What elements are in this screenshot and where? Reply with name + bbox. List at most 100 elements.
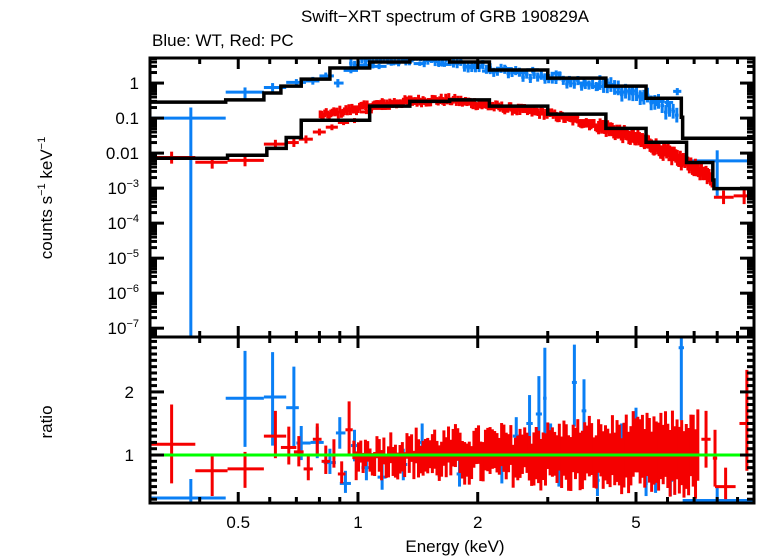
ratio-point-pc xyxy=(610,415,614,476)
spectrum-panel xyxy=(150,58,754,337)
ratio-point-pc xyxy=(627,431,631,494)
ratio-data-layer xyxy=(150,338,754,503)
ratio-point-pc xyxy=(417,439,421,478)
data-point-pc xyxy=(312,128,326,136)
ratio-point-pc xyxy=(583,422,587,481)
ratio-point-pc xyxy=(437,445,441,481)
ratio-frame xyxy=(148,335,756,505)
ratio-point-pc xyxy=(613,432,617,486)
ratio-point-pc xyxy=(523,427,527,468)
ratio-point-pc xyxy=(440,441,444,477)
ratio-point-pc xyxy=(366,441,370,462)
ratio-point-pc xyxy=(555,435,559,483)
ratio-point-pc xyxy=(659,412,663,480)
x-tick-label: 5 xyxy=(631,513,640,532)
model-curve-pc-model xyxy=(150,98,754,191)
ratio-point-pc xyxy=(451,428,455,467)
svg-text:counts s−1 keV−1: counts s−1 keV−1 xyxy=(36,137,56,259)
ratio-point-pc xyxy=(594,435,598,489)
ratio-ylabel-group: ratio xyxy=(37,405,56,438)
ratio-point-pc xyxy=(442,430,446,466)
ratio-point-pc xyxy=(321,445,330,474)
ratio-point-pc xyxy=(421,440,425,476)
ratio-point-pc xyxy=(227,451,264,488)
ratio-point-pc xyxy=(433,429,437,469)
ratio-point-pc xyxy=(573,427,577,480)
ratio-point-pc xyxy=(608,433,612,488)
ratio-point-pc xyxy=(474,427,478,465)
ratio-point-pc xyxy=(534,426,538,480)
ratio-point-wt xyxy=(543,347,547,449)
ratio-point-pc xyxy=(470,446,474,480)
ratio-point-pc xyxy=(458,432,462,474)
ratio-point-pc xyxy=(312,423,322,456)
ratio-point-pc xyxy=(444,437,448,478)
ratio-point-pc xyxy=(548,430,552,476)
ratio-point-pc xyxy=(396,452,400,480)
ratio-point-pc xyxy=(645,412,649,477)
ratio-point-pc xyxy=(634,418,638,473)
ratio-point-pc xyxy=(687,428,691,496)
y-tick-label: 10−4 xyxy=(108,213,139,233)
y-tick-label: 10−7 xyxy=(108,318,139,338)
ratio-point-pc xyxy=(567,435,571,491)
y-tick-label: 10−5 xyxy=(108,248,139,268)
ratio-point-pc xyxy=(370,453,374,476)
x-axis-label: Energy (keV) xyxy=(405,537,504,556)
data-point-wt xyxy=(539,70,544,80)
data-point-pc xyxy=(338,105,342,114)
ratio-point-pc xyxy=(460,440,464,479)
ylabel-mid: keV xyxy=(37,149,56,184)
ratio-point-pc xyxy=(389,432,393,464)
data-point-pc xyxy=(713,190,734,205)
ratio-point-pc xyxy=(680,420,684,486)
data-point-wt xyxy=(667,102,672,117)
ratio-point-pc xyxy=(603,425,607,481)
data-point-wt xyxy=(469,62,474,73)
ratio-point-pc xyxy=(150,404,196,484)
ratio-point-pc xyxy=(410,434,414,462)
ratio-point-pc xyxy=(576,419,580,474)
spectrum-ylabel: counts s−1 keV−1 xyxy=(36,137,56,259)
data-point-wt xyxy=(660,98,664,113)
ratio-point-wt xyxy=(263,352,287,446)
ratio-point-pc xyxy=(516,435,520,481)
data-point-pc xyxy=(541,107,545,116)
ratio-point-pc xyxy=(715,467,736,500)
ratio-point-pc xyxy=(562,420,566,476)
ratio-point-pc xyxy=(509,425,513,465)
ratio-point-pc xyxy=(530,443,534,486)
ratio-point-pc xyxy=(419,445,423,474)
ratio-point-pc xyxy=(682,431,686,498)
data-point-wt xyxy=(535,72,540,82)
data-point-wt xyxy=(466,63,470,73)
chart-title: Swift−XRT spectrum of GRB 190829A xyxy=(301,7,590,26)
ratio-point-pc xyxy=(527,435,531,481)
data-point-wt xyxy=(572,79,577,89)
data-point-wt xyxy=(484,64,489,74)
spectrum-data-layer xyxy=(150,58,754,337)
ratio-point-pc xyxy=(280,426,297,465)
data-point-pc xyxy=(227,155,264,167)
ratio-point-pc xyxy=(384,454,388,478)
ratio-point-pc xyxy=(502,424,506,472)
ratio-point-pc xyxy=(694,429,698,499)
data-point-wt xyxy=(587,80,591,90)
data-point-pc xyxy=(592,119,596,127)
ratio-point-pc xyxy=(500,423,504,467)
data-point-wt xyxy=(583,79,588,90)
ratio-point-pc xyxy=(701,410,711,468)
ratio-point-pc xyxy=(507,434,511,473)
ratio-point-pc xyxy=(263,410,287,459)
ratio-point-pc xyxy=(345,401,353,456)
ratio-point-pc xyxy=(557,423,561,471)
data-point-wt xyxy=(671,103,675,119)
ratio-point-pc xyxy=(513,437,517,478)
ratio-point-pc xyxy=(483,429,487,471)
ratio-point-pc xyxy=(539,438,543,491)
data-point-wt xyxy=(638,90,643,105)
ratio-point-pc xyxy=(447,426,451,463)
ratio-point-pc xyxy=(449,439,453,476)
ratio-point-pc xyxy=(486,427,490,472)
ylabel-sup1: −1 xyxy=(36,183,48,196)
